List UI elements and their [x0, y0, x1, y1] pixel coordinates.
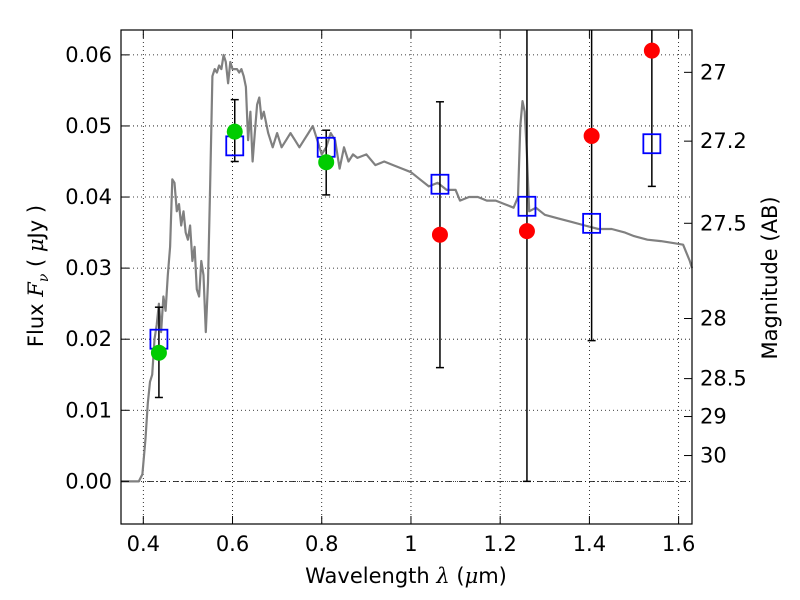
markers-layer — [149, 42, 662, 361]
y-tick-label: 0.04 — [65, 185, 112, 209]
x-tick-label: 1 — [404, 532, 417, 556]
sed-model-layer — [121, 53, 694, 483]
plot-frame — [120, 29, 693, 525]
magnitude-tick-labels: 27 27.2 27.5 28 28.5 29 30 — [700, 60, 747, 467]
nondetection-point — [518, 223, 535, 240]
model-square-marker — [430, 173, 450, 195]
nondetection-point — [431, 226, 448, 243]
nondetection-point — [643, 42, 660, 59]
y-tick-label: 0.02 — [65, 327, 112, 351]
nondetection-point — [583, 127, 600, 144]
x-tick-label: 0.6 — [216, 532, 249, 556]
grid-lines — [121, 30, 692, 524]
y-tick-label: 0.03 — [65, 256, 112, 280]
x-axis-title: Wavelength λ (μm) — [305, 564, 507, 588]
error-bars-layer — [154, 30, 656, 483]
model-square-marker — [517, 195, 537, 217]
x-tick-label: 0.8 — [305, 532, 338, 556]
axis-ticks — [121, 30, 692, 524]
detection-point — [318, 154, 335, 171]
x-tick-label: 1.2 — [483, 532, 516, 556]
magnitude-tick-label: 28 — [700, 307, 727, 331]
magnitude-tick-label: 29 — [700, 405, 727, 429]
magnitude-tick-label: 27.2 — [700, 129, 747, 153]
y-tick-label: 0.01 — [65, 398, 112, 422]
y2-axis-title: Magnitude (AB) — [758, 196, 782, 359]
x-tick-labels: 0.4 0.6 0.8 1 1.2 1.4 1.6 — [127, 532, 696, 556]
magnitude-tick-label: 28.5 — [700, 367, 747, 391]
x-tick-label: 1.6 — [662, 532, 695, 556]
magnitude-tick-label: 30 — [700, 444, 727, 468]
magnitude-tick-label: 27.5 — [700, 211, 747, 235]
y-axis-title: Flux Fν ( μJy ) — [24, 205, 52, 347]
x-tick-label: 1.4 — [573, 532, 606, 556]
plot-border — [120, 29, 693, 525]
x-tick-label: 0.4 — [127, 532, 160, 556]
y-tick-label: 0.06 — [65, 43, 112, 67]
detection-point — [226, 123, 243, 140]
model-square-marker — [642, 133, 662, 155]
sed-model-line — [121, 53, 694, 483]
detection-point — [150, 344, 167, 361]
model-square-marker — [582, 212, 602, 234]
y-tick-label: 0.00 — [65, 469, 112, 493]
magnitude-tick-label: 27 — [700, 60, 727, 84]
y-tick-label: 0.05 — [65, 114, 112, 138]
y-tick-labels: 0.00 0.01 0.02 0.03 0.04 0.05 0.06 — [65, 43, 112, 493]
